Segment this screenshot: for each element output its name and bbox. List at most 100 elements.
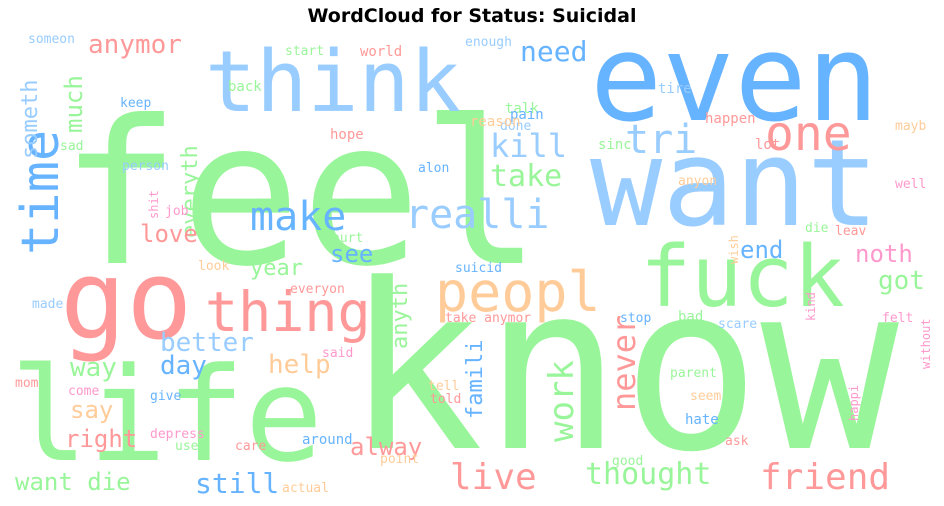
word-thing: thing: [205, 280, 371, 344]
word-better: better: [160, 328, 254, 358]
word-live: live: [450, 457, 537, 498]
word-think: think: [205, 33, 461, 132]
word-kind: kind: [804, 292, 818, 321]
word-way: way: [70, 353, 117, 383]
word-need: need: [520, 35, 588, 68]
word-ask: ask: [725, 434, 749, 449]
word-back: back: [228, 79, 262, 95]
word-talk: talk: [505, 101, 539, 117]
word-take-anymor: take anymor: [445, 311, 532, 326]
word-famili: famili: [463, 339, 488, 419]
word-hate: hate: [685, 412, 719, 428]
word-see: see: [330, 240, 374, 268]
word-made: made: [32, 297, 64, 312]
word-noth: noth: [855, 240, 913, 268]
word-help: help: [268, 350, 331, 380]
word-pain: pain: [510, 107, 544, 123]
word-actual: actual: [282, 481, 329, 496]
word-got: got: [878, 266, 925, 296]
word-lot: lot: [755, 137, 781, 153]
word-wish: wish: [727, 235, 741, 264]
word-hurt: hurt: [332, 231, 364, 246]
word-thought: thought: [585, 457, 712, 492]
word-even: even: [590, 10, 879, 149]
word-love: love: [140, 220, 198, 248]
word-depress: depress: [150, 427, 205, 442]
word-without: without: [919, 318, 933, 369]
word-say: say: [70, 396, 114, 424]
word-job: job: [165, 204, 189, 219]
word-parent: parent: [670, 366, 717, 381]
word-anyth: anyth: [388, 282, 413, 349]
word-start: start: [285, 44, 325, 59]
word-sad: sad: [60, 139, 84, 154]
word-enough: enough: [465, 35, 512, 50]
word-tire: tire: [658, 81, 692, 97]
word-care: care: [235, 439, 267, 454]
word-feel: feel: [60, 78, 542, 311]
word-world: world: [360, 44, 403, 60]
word-want: want: [590, 115, 879, 254]
word-happi: happi: [847, 384, 861, 421]
word-peopl: peopl: [435, 260, 601, 324]
word-make: make: [250, 194, 347, 240]
word-never: never: [605, 314, 643, 411]
word-right: right: [65, 425, 138, 453]
word-done: done: [500, 119, 532, 134]
word-scare: scare: [718, 317, 758, 332]
word-keep: keep: [120, 96, 152, 111]
word-much: much: [60, 75, 88, 133]
word-take: take: [490, 159, 563, 194]
word-alon: alon: [418, 161, 450, 176]
word-come: come: [68, 384, 100, 399]
word-mom: mom: [15, 376, 39, 391]
word-life: life: [10, 339, 324, 491]
word-realli: realli: [405, 192, 550, 238]
word-want-die: want die: [15, 468, 131, 496]
word-felt: felt: [882, 311, 914, 326]
word-end: end: [740, 236, 784, 264]
word-around: around: [302, 432, 353, 448]
word-fuck: fuck: [640, 228, 845, 327]
word-hope: hope: [330, 127, 364, 143]
word-mayb: mayb: [895, 119, 927, 134]
word-kill: kill: [490, 127, 568, 165]
word-know: know: [345, 236, 899, 503]
word-give: give: [150, 389, 182, 404]
word-happen: happen: [705, 111, 756, 127]
word-go: go: [60, 236, 193, 364]
word-point: point: [380, 452, 420, 467]
word-well: well: [895, 177, 927, 192]
word-stop: stop: [620, 311, 652, 326]
word-everyon: everyon: [290, 282, 345, 297]
word-person: person: [122, 159, 169, 174]
word-still: still: [195, 467, 280, 500]
word-reason: reason: [470, 114, 521, 130]
word-seem: seem: [690, 389, 722, 404]
word-good: good: [612, 454, 644, 469]
word-one: one: [765, 106, 852, 162]
figure-title: WordCloud for Status: Suicidal: [307, 5, 637, 27]
word-tri: tri: [625, 117, 698, 163]
word-someth: someth: [18, 79, 43, 159]
word-sinc: sinc: [598, 137, 632, 153]
word-anymor: anymor: [88, 30, 182, 60]
word-use: use: [175, 439, 199, 454]
word-friend: friend: [760, 457, 891, 498]
word-leav: leav: [835, 224, 867, 239]
word-bad: bad: [678, 309, 704, 325]
word-tell: tell: [428, 379, 460, 394]
word-someon: someon: [28, 32, 75, 47]
word-look: look: [198, 259, 230, 274]
word-die: die: [805, 221, 829, 236]
word-suicid: suicid: [455, 261, 502, 276]
word-shit: shit: [147, 190, 161, 219]
word-said: said: [322, 346, 354, 361]
word-work: work: [542, 360, 582, 442]
word-told: told: [430, 392, 462, 407]
word-day: day: [160, 351, 207, 381]
word-year: year: [250, 256, 303, 281]
word-anyon: anyon: [678, 174, 718, 189]
